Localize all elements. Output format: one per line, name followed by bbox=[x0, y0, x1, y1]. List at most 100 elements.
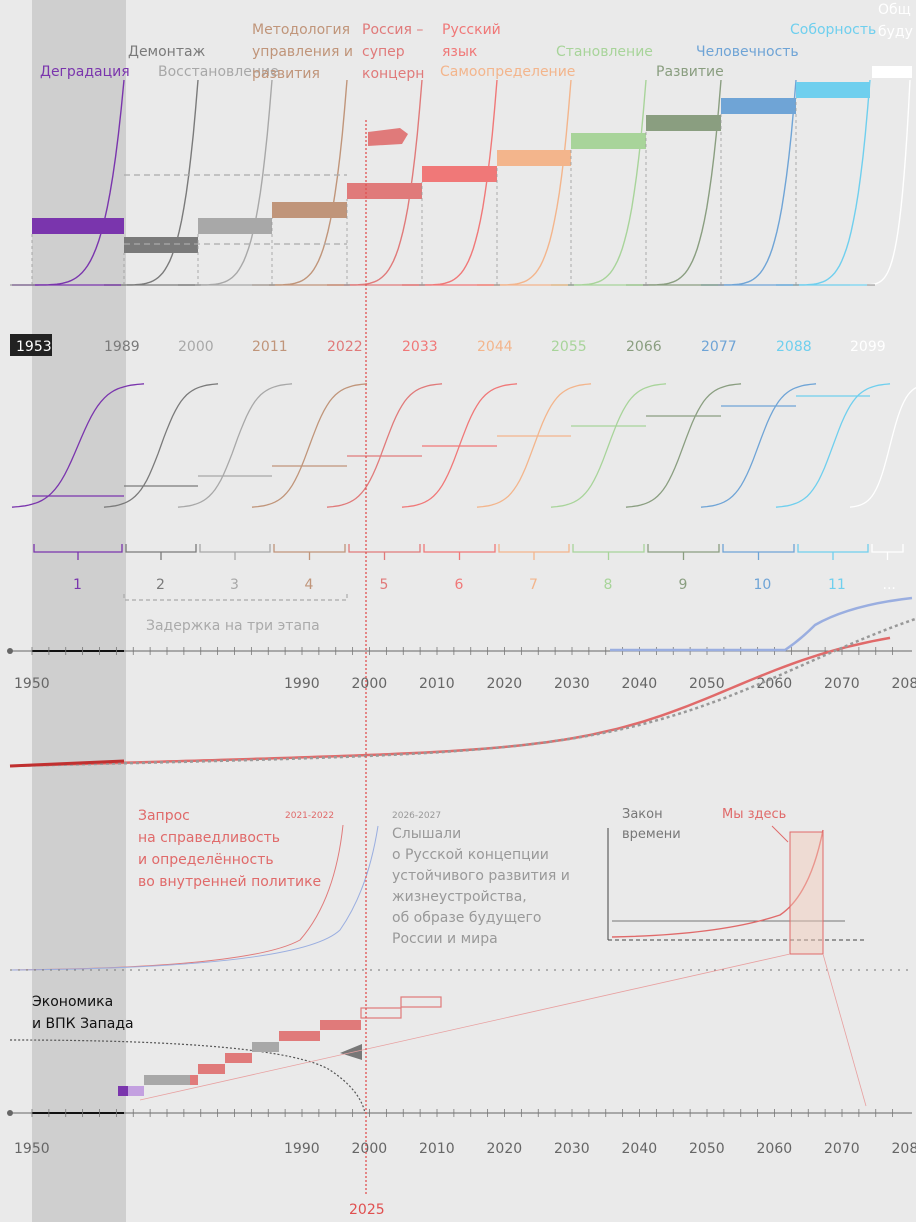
stage-bar-2 bbox=[124, 237, 198, 253]
stage-title-9: Развитие bbox=[656, 64, 724, 80]
axis-bottom-label: 2020 bbox=[487, 1141, 523, 1157]
bottom-step-6 bbox=[225, 1053, 252, 1063]
projection-line-2 bbox=[822, 953, 867, 1107]
axis-top-label: 2040 bbox=[622, 676, 658, 692]
stage-title-5: концерн bbox=[362, 66, 424, 82]
s-curve-7 bbox=[476, 383, 592, 508]
law-curve bbox=[611, 829, 824, 938]
stage-bracket-11 bbox=[797, 544, 869, 553]
stage-number-4: 4 bbox=[305, 577, 314, 593]
stage-bar-4 bbox=[272, 202, 347, 218]
stage-title-2: Демонтаж bbox=[128, 44, 206, 60]
growth-curve-12 bbox=[850, 79, 911, 286]
axis-bottom-label: 2000 bbox=[352, 1141, 388, 1157]
stage-number-11: 11 bbox=[828, 577, 846, 593]
request-years: 2021-2022 bbox=[285, 811, 334, 821]
stage-title-10: Человечность bbox=[696, 44, 799, 60]
stage-number-3: 3 bbox=[230, 577, 239, 593]
s-curve-3 bbox=[177, 383, 293, 508]
stage-number-10: 10 bbox=[754, 577, 772, 593]
stage-bracket-9 bbox=[647, 544, 720, 553]
bottom-step-5 bbox=[198, 1064, 225, 1074]
s-curve-1 bbox=[11, 383, 145, 508]
stage-title-3: Восстановление bbox=[158, 64, 279, 80]
heard-years: 2026-2027 bbox=[392, 811, 441, 821]
axis-bottom-label: 2050 bbox=[689, 1141, 725, 1157]
stage-number-9: 9 bbox=[679, 577, 688, 593]
growth-curve-8 bbox=[551, 79, 647, 286]
projection-line-1 bbox=[139, 953, 791, 1101]
west-text: и ВПК Запада bbox=[32, 1016, 134, 1032]
stage-year-10: 2077 bbox=[701, 339, 737, 355]
shaded-era-band bbox=[32, 0, 126, 1222]
stage-bracket-3 bbox=[199, 544, 271, 553]
we-are-here-box bbox=[789, 831, 824, 955]
law-text: времени bbox=[622, 827, 681, 842]
stage-bar-5 bbox=[347, 183, 422, 199]
west-text: Экономика bbox=[32, 994, 113, 1010]
axis-top-label: 2050 bbox=[689, 676, 725, 692]
axis-top-label: 2080 bbox=[892, 676, 916, 692]
stage-bracket-7 bbox=[498, 544, 570, 553]
stage-number-1: 1 bbox=[73, 577, 82, 593]
axis-bottom-label: 2060 bbox=[757, 1141, 793, 1157]
stage-title-8: Становление bbox=[556, 44, 653, 60]
request-text: на справедливость bbox=[138, 830, 280, 846]
growth-curve-7 bbox=[477, 79, 572, 286]
stage-title-11: Соборность bbox=[790, 22, 876, 38]
stage-year-7: 2044 bbox=[477, 339, 513, 355]
axis-top-label: 2020 bbox=[487, 676, 523, 692]
stage-bracket-5 bbox=[348, 544, 421, 553]
growth-curve-4 bbox=[252, 79, 348, 286]
stage-year-2: 1989 bbox=[104, 339, 140, 355]
axis-top-start-dot bbox=[7, 648, 13, 654]
bottom-step-4 bbox=[190, 1075, 198, 1085]
stage-number-7: 7 bbox=[529, 577, 538, 593]
red-curve-early-segment bbox=[9, 759, 125, 768]
we-are-here-label: Мы здесь bbox=[722, 807, 786, 822]
stage-bracket-10 bbox=[722, 544, 795, 553]
stage-bar-6 bbox=[422, 166, 497, 182]
stage-title-5: супер bbox=[362, 44, 405, 60]
blue-curve bbox=[610, 596, 913, 652]
stage-bracket-8 bbox=[572, 544, 645, 553]
stage-number-5: 5 bbox=[380, 577, 389, 593]
stage-bar-10 bbox=[721, 98, 796, 114]
request-text: во внутренней политике bbox=[138, 874, 321, 890]
axis-top-label: 2070 bbox=[824, 676, 860, 692]
heard-text: России и мира bbox=[392, 931, 498, 947]
axis-bottom-label: 2070 bbox=[824, 1141, 860, 1157]
stage-year-8: 2055 bbox=[551, 339, 587, 355]
axis-top-label: 2060 bbox=[757, 676, 793, 692]
stage-year-5: 2022 bbox=[327, 339, 363, 355]
grey-dotted-curve bbox=[9, 617, 916, 768]
stage-bar-12 bbox=[872, 66, 912, 78]
s-curve-8 bbox=[550, 383, 667, 508]
s-curve-12 bbox=[849, 386, 916, 508]
axis-top-label: 2010 bbox=[419, 676, 455, 692]
stage-year-3: 2000 bbox=[178, 339, 214, 355]
bottom-step-7 bbox=[252, 1042, 279, 1052]
axis-bottom-label: 2030 bbox=[554, 1141, 590, 1157]
stage-bar-7 bbox=[497, 150, 571, 166]
west-curve bbox=[9, 1039, 366, 1114]
bottom-step-2 bbox=[128, 1086, 144, 1096]
red-growth-curve bbox=[9, 636, 891, 768]
delay-bracket bbox=[123, 594, 348, 601]
growth-curve-3 bbox=[178, 79, 273, 286]
stage-year-1: 1953 bbox=[16, 339, 52, 355]
axis-bottom-label: 1990 bbox=[284, 1141, 320, 1157]
stage-title-6: Русский bbox=[442, 22, 501, 38]
stage-year-9: 2066 bbox=[626, 339, 662, 355]
stage-bar-9 bbox=[646, 115, 721, 131]
stage-number-6: 6 bbox=[455, 577, 464, 593]
bottom-step-8 bbox=[279, 1031, 320, 1041]
axis-bottom-start-dot bbox=[7, 1110, 13, 1116]
stage-year-4: 2011 bbox=[252, 339, 288, 355]
we-are-here-arrow bbox=[771, 825, 789, 843]
delay-label: Задержка на три этапа bbox=[146, 618, 320, 634]
stage-bracket-2 bbox=[125, 544, 197, 553]
bottom-step-9 bbox=[320, 1020, 361, 1030]
